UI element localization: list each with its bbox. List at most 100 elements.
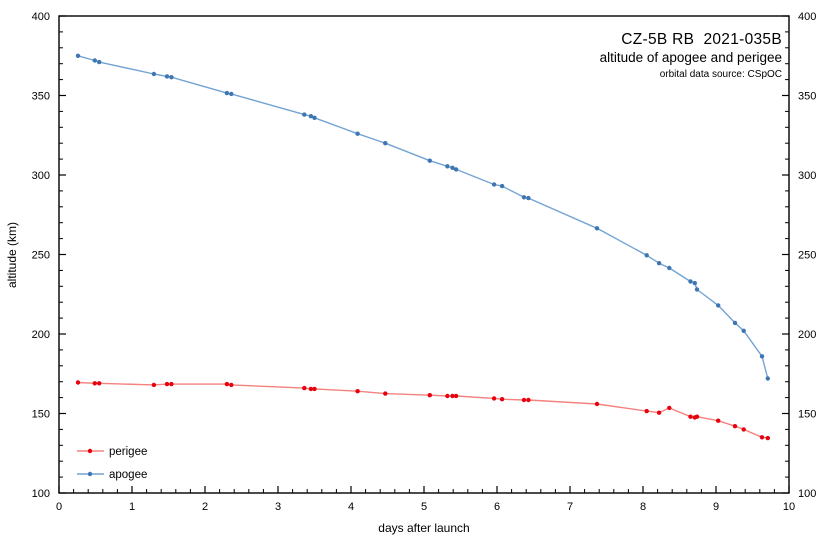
perigee-data-point <box>453 393 459 399</box>
perigee-data-point <box>594 401 600 407</box>
y-tick-label-left: 150 <box>32 409 50 421</box>
legend-label-perigee: perigee <box>109 446 147 458</box>
perigee-data-point <box>667 405 672 411</box>
y-tick-label-left: 400 <box>32 11 50 23</box>
chart-title: CZ-5B RB 2021-035B <box>621 31 782 48</box>
apogee-data-point <box>224 90 230 96</box>
apogee-data-point <box>308 114 314 119</box>
perigee-data-point <box>383 391 388 396</box>
apogee-data-point <box>499 183 505 189</box>
y-tick-label-left: 200 <box>32 329 50 341</box>
perigee-data-point <box>312 386 317 392</box>
apogee-data-point <box>383 141 388 146</box>
x-tick-label: 5 <box>421 501 427 513</box>
x-axis-label: days after launch <box>378 521 469 535</box>
x-tick-label: 1 <box>129 501 135 513</box>
perigee-data-point <box>97 381 102 386</box>
y-tick-label-right: 100 <box>798 488 816 500</box>
series-points <box>75 53 770 441</box>
y-tick-label-left: 250 <box>32 250 50 262</box>
y-tick-label-right: 300 <box>798 170 816 182</box>
perigee-data-point <box>491 396 497 401</box>
apogee-data-point <box>741 328 746 333</box>
chart-source-note: orbital data source: CSpOC <box>660 69 782 80</box>
perigee-data-point <box>656 410 662 415</box>
series-lines <box>77 55 769 439</box>
apogee-data-point <box>656 261 662 266</box>
apogee-data-point <box>445 164 450 169</box>
apogee-data-point <box>491 182 497 187</box>
apogee-data-point <box>688 279 693 284</box>
perigee-data-point <box>151 382 157 388</box>
legend-marker-perigee <box>87 448 93 454</box>
chart-subtitle: altitude of apogee and perigee <box>600 50 782 65</box>
legend-marker-apogee <box>87 471 93 477</box>
apogee-data-point <box>302 112 307 117</box>
y-axis-label: altitude (km) <box>5 222 19 288</box>
x-tick-label: 7 <box>567 501 573 513</box>
apogee-data-point <box>667 265 672 271</box>
legend-label-apogee: apogee <box>109 469 147 481</box>
perigee-data-point <box>302 385 307 391</box>
apogee-data-point <box>169 75 174 80</box>
x-tick-label: 8 <box>640 501 646 513</box>
y-tick-label-left: 350 <box>32 91 50 103</box>
apogee-data-point <box>355 131 360 136</box>
y-tick-label-right: 150 <box>798 409 816 421</box>
apogee-data-point <box>694 287 700 292</box>
legend: perigee apogee <box>77 446 147 481</box>
perigee-data-point <box>427 393 432 398</box>
perigee-data-point <box>445 393 450 399</box>
perigee-data-point <box>450 393 455 399</box>
perigee-data-point <box>526 397 531 403</box>
x-tick-label: 2 <box>202 501 208 513</box>
apogee-data-point <box>427 158 432 163</box>
apogee-data-point <box>312 115 317 121</box>
y-tick-label-right: 400 <box>798 11 816 23</box>
perigee-data-point <box>741 427 746 432</box>
perigee-data-point <box>759 435 765 440</box>
perigee-line <box>77 381 768 439</box>
apogee-data-point <box>521 195 527 200</box>
x-tick-label: 0 <box>56 501 62 513</box>
y-tick-label-right: 200 <box>798 329 816 341</box>
apogee-data-point <box>716 303 721 308</box>
x-tick-label: 4 <box>348 501 354 513</box>
y-tick-label-left: 300 <box>32 170 50 182</box>
perigee-data-point <box>224 381 230 387</box>
perigee-data-point <box>644 408 649 414</box>
x-tick-label: 3 <box>275 501 281 513</box>
perigee-data-point <box>694 414 700 419</box>
perigee-data-point <box>499 397 505 402</box>
apogee-data-point <box>594 226 600 231</box>
perigee-data-point <box>732 424 738 429</box>
legend-item-perigee: perigee <box>77 446 147 458</box>
apogee-data-point <box>229 91 234 97</box>
y-tick-label-left: 100 <box>32 488 50 500</box>
apogee-data-point <box>450 165 455 170</box>
apogee-data-point <box>759 354 765 359</box>
perigee-data-point <box>521 397 527 403</box>
apogee-data-point <box>453 167 459 172</box>
perigee-data-point <box>92 381 98 386</box>
x-tick-label: 9 <box>713 501 719 513</box>
perigee-data-point <box>308 386 314 392</box>
apogee-data-point <box>164 74 170 79</box>
legend-item-apogee: apogee <box>77 469 147 481</box>
apogee-line <box>77 55 769 379</box>
apogee-data-point <box>644 253 649 258</box>
y-tick-label-right: 350 <box>798 91 816 103</box>
perigee-data-point <box>355 389 360 394</box>
perigee-data-point <box>169 381 174 387</box>
axis-ticks <box>58 15 790 494</box>
plot-area-border <box>58 15 790 494</box>
x-tick-label: 10 <box>783 501 795 513</box>
x-tick-label: 6 <box>494 501 500 513</box>
apogee-data-point <box>765 376 770 381</box>
perigee-data-point <box>75 380 81 385</box>
apogee-data-point <box>75 53 81 58</box>
apogee-data-point <box>692 280 697 286</box>
